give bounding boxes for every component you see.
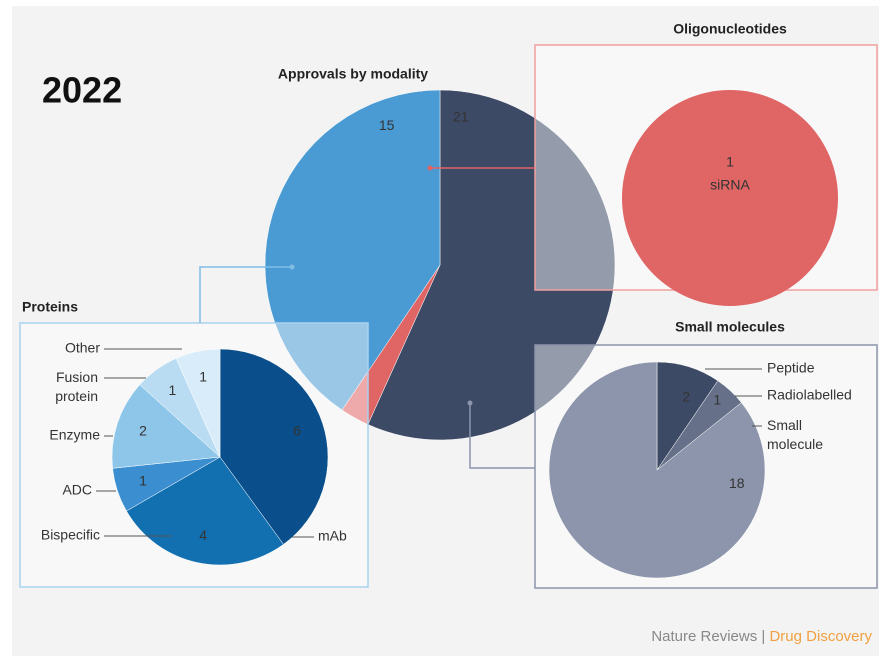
label-line: molecule (767, 436, 823, 452)
connector-dot (467, 400, 473, 406)
value-label: 18 (729, 475, 745, 491)
main-pie: 21115 (264, 89, 616, 441)
sub-pie: 6 mAb 4 Bispecific 1 ADC 2 Enzyme 1 Fusion protein… (41, 340, 347, 566)
journal: Drug Discovery (769, 628, 872, 645)
sub-pie: 2 Peptide 1 Radiolabelled 18 Small molecule (548, 360, 852, 579)
value-label: 1 (199, 368, 207, 384)
separator: | (761, 628, 765, 645)
value-label: 1 (713, 391, 721, 407)
category-label: Enzyme (49, 427, 100, 443)
pie-slice (548, 361, 766, 579)
value-label: 1 (168, 382, 176, 398)
value-label: 4 (199, 527, 207, 543)
label-line: Fusion (56, 369, 98, 385)
category-label: Radiolabelled (767, 387, 852, 403)
connector (199, 266, 292, 323)
chart-title: Proteins (22, 299, 78, 315)
category-label: Bispecific (41, 527, 100, 543)
publisher: Nature Reviews (651, 628, 757, 645)
footer: Nature Reviews | Drug Discovery (651, 628, 872, 645)
category-label: mAb (318, 528, 347, 544)
connector-dot (427, 165, 433, 171)
chart-title: Small molecules (675, 319, 785, 335)
connector (469, 403, 535, 469)
chart-title: Oligonucleotides (673, 21, 787, 37)
pie-slice (367, 89, 616, 441)
label-line: protein (55, 388, 98, 404)
category-label: ADC (62, 482, 92, 498)
pie-slice (111, 384, 221, 469)
value-label: 15 (379, 117, 395, 133)
sub-pie: 1 siRNA (622, 90, 838, 306)
value-label: 2 (139, 423, 147, 439)
pie-slice (175, 348, 221, 458)
pie-slice (622, 90, 838, 306)
pie-slice (264, 89, 441, 411)
value-label: 2 (682, 389, 690, 405)
value-label: 6 (293, 423, 301, 439)
connector-dot (289, 264, 295, 270)
value-label: 1 (139, 473, 147, 489)
year-label: 2022 (42, 70, 122, 111)
category-label: Peptide (767, 360, 815, 376)
category-label: Fusion protein (55, 369, 98, 404)
label-line: Small (767, 417, 802, 433)
value-label: 1 (726, 154, 734, 170)
category-label: Other (65, 340, 100, 356)
category-label: Small molecule (767, 417, 823, 452)
category-label: siRNA (710, 177, 750, 193)
pie-slice (219, 348, 329, 545)
pie-slice (126, 456, 284, 566)
chart-title: Approvals by modality (278, 66, 428, 82)
value-label: 21 (453, 108, 469, 124)
